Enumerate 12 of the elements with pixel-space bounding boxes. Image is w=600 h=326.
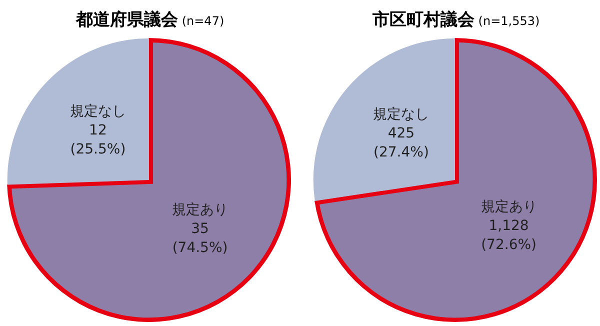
slice-label: 規定あり bbox=[172, 202, 228, 218]
data-label: 12 (25.5%) bbox=[70, 122, 126, 158]
data-label: 1,128 (72.6%) bbox=[481, 218, 536, 253]
slice-label: 規定あり bbox=[480, 198, 537, 215]
slice-label: 規定なし bbox=[70, 103, 126, 120]
data-label: 35 (74.5%) bbox=[172, 221, 228, 256]
slice-label: 規定なし bbox=[373, 106, 430, 122]
chart-title: 都道府県議会 bbox=[76, 10, 178, 30]
chart-subtitle: (n=1,553) bbox=[478, 14, 540, 28]
data-label: 425 (27.4%) bbox=[374, 125, 429, 160]
chart-title: 市区町村議会 bbox=[372, 10, 474, 30]
chart-subtitle: (n=47) bbox=[182, 14, 224, 28]
